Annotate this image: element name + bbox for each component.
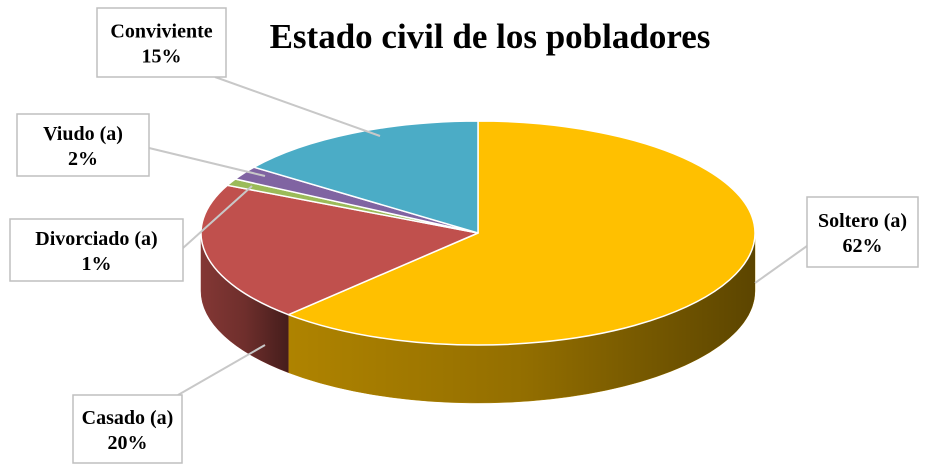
leader-line-casado-a bbox=[177, 344, 266, 396]
callout-box-soltero-a bbox=[806, 196, 919, 268]
data-labels: Soltero (a) 62% Casado (a) 20% Divorciado (a… bbox=[9, 7, 919, 464]
slice-conviviente bbox=[253, 120, 479, 234]
slice-casado-a bbox=[200, 184, 479, 316]
data-label-name-conviviente: Conviviente bbox=[110, 21, 212, 43]
data-label-name-divorciado-a: Divorciado (a) bbox=[35, 228, 157, 250]
data-label-name-casado-a: Casado (a) bbox=[82, 407, 174, 429]
slice-side-shade-1 bbox=[201, 233, 289, 373]
callout-box-viudo-a bbox=[16, 113, 150, 177]
leader-lines bbox=[148, 76, 808, 396]
pie-tops bbox=[200, 120, 756, 346]
slice-side-shade-0 bbox=[288, 233, 755, 404]
data-label-value-divorciado-a: 1% bbox=[82, 253, 112, 275]
data-label-name-soltero-a: Soltero (a) bbox=[818, 210, 907, 232]
data-label-value-viudo-a: 2% bbox=[68, 148, 98, 170]
data-label-value-casado-a: 20% bbox=[108, 432, 148, 454]
leader-line-conviviente bbox=[214, 76, 381, 137]
data-label-value-soltero-a: 62% bbox=[843, 235, 883, 257]
slice-soltero-a bbox=[287, 120, 756, 346]
data-label-name-viudo-a: Viudo (a) bbox=[43, 123, 123, 145]
data-label-value-conviviente: 15% bbox=[142, 46, 182, 68]
leader-line-viudo-a bbox=[148, 147, 266, 177]
callout-box-casado-a bbox=[72, 394, 183, 464]
callout-box-divorciado-a bbox=[9, 218, 184, 282]
pie-sides bbox=[200, 232, 756, 404]
leader-line-soltero-a bbox=[754, 245, 808, 284]
chart-title: Estado civil de los pobladores bbox=[270, 17, 711, 56]
callout-box-conviviente bbox=[96, 7, 227, 78]
leader-line-divorciado-a bbox=[182, 185, 253, 249]
